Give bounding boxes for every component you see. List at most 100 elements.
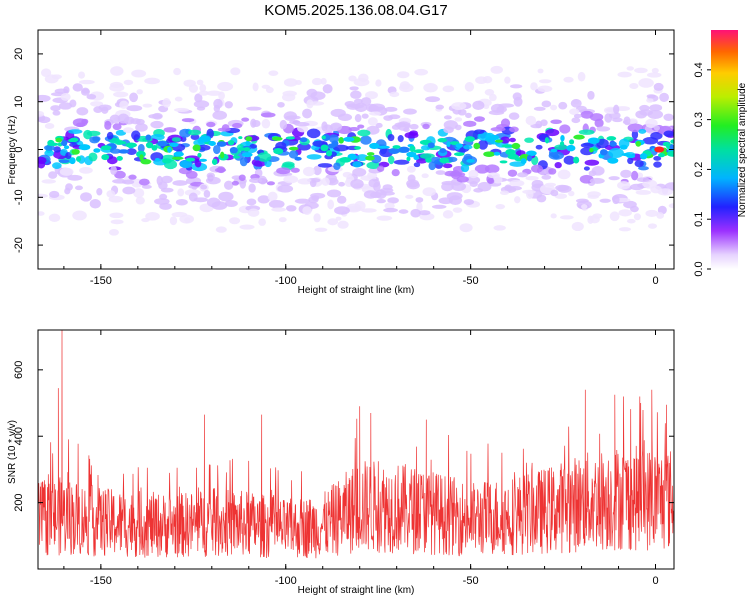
heatmap-cell xyxy=(100,145,112,151)
heatmap-cell xyxy=(587,137,600,144)
heatmap-cell xyxy=(375,79,382,87)
heatmap-cell xyxy=(505,148,516,156)
heatmap-cell xyxy=(589,177,605,184)
heatmap-cell xyxy=(573,156,580,164)
heatmap-cell xyxy=(110,66,124,76)
heatmap-cell xyxy=(78,144,91,151)
heatmap-cell xyxy=(425,96,441,103)
heatmap-cell xyxy=(670,139,674,144)
heatmap-cell xyxy=(43,144,56,151)
heatmap-cell xyxy=(623,116,631,126)
heatmap-cell xyxy=(245,136,253,142)
heatmap-cell xyxy=(267,191,278,202)
heatmap-cell xyxy=(638,128,647,134)
heatmap-cell xyxy=(645,209,659,217)
heatmap-cell xyxy=(612,117,623,123)
heatmap-cell xyxy=(439,157,450,164)
heatmap-cell xyxy=(126,148,137,156)
heatmap-cell xyxy=(212,110,228,120)
heatmap-cell xyxy=(454,117,463,122)
heatmap-cell xyxy=(489,93,497,102)
heatmap-cell xyxy=(361,113,369,119)
colorbar-tick-label: 0.3 xyxy=(693,112,705,127)
heatmap-cell xyxy=(193,100,210,108)
heatmap-cell xyxy=(67,174,83,181)
heatmap-cell xyxy=(559,124,571,134)
heatmap-cell xyxy=(384,106,398,112)
heatmap-cell xyxy=(115,140,127,145)
heatmap-cell xyxy=(38,160,46,169)
heatmap-cell xyxy=(525,150,537,156)
heatmap-cell xyxy=(612,195,620,205)
heatmap-cell xyxy=(360,135,372,145)
heatmap-cell xyxy=(163,127,177,133)
heatmap-cell xyxy=(285,205,297,212)
heatmap-cell xyxy=(273,148,284,155)
heatmap-cell xyxy=(368,178,381,188)
colorbar-tick-label: 0.4 xyxy=(693,62,705,77)
heatmap-cell xyxy=(344,101,356,107)
heatmap-cell xyxy=(509,137,516,143)
heatmap-cell xyxy=(71,148,80,155)
heatmap-cell xyxy=(638,166,649,171)
heatmap-cell xyxy=(54,88,69,94)
heatmap-cell xyxy=(126,105,143,112)
heatmap-cell xyxy=(108,229,119,236)
heatmap-cell xyxy=(238,174,246,181)
heatmap-cell xyxy=(38,94,51,102)
heatmap-cell xyxy=(321,135,326,140)
heatmap-cell xyxy=(265,86,274,94)
snr-xtick-label: -100 xyxy=(275,575,297,587)
heatmap-cell xyxy=(550,148,558,153)
heatmap-cell xyxy=(668,203,674,209)
heatmap-cell xyxy=(550,189,559,197)
heatmap-cell xyxy=(653,125,660,131)
heatmap-cell xyxy=(487,178,495,184)
heatmap-cell xyxy=(657,188,673,196)
heatmap-cell xyxy=(135,196,145,205)
heatmap-cell xyxy=(463,199,475,205)
heatmap-cell xyxy=(93,148,101,153)
heatmap-cell xyxy=(509,126,519,133)
heatmap-cell xyxy=(47,142,59,147)
heatmap-cell xyxy=(183,79,196,87)
heatmap-cell xyxy=(162,158,172,164)
heatmap-cell xyxy=(653,161,662,168)
heatmap-cell xyxy=(552,154,560,159)
heatmap-cell xyxy=(119,100,129,109)
heatmap-cell xyxy=(327,143,336,149)
heatmap-cell xyxy=(177,188,185,197)
heatmap-cell xyxy=(268,199,285,209)
heatmap-cell xyxy=(649,104,663,112)
heatmap-cell xyxy=(414,68,429,76)
heatmap-cell xyxy=(666,150,674,157)
heatmap-cell xyxy=(627,157,634,165)
heatmap-cell xyxy=(554,161,562,169)
heatmap-cell xyxy=(299,137,308,143)
heatmap-cell xyxy=(44,149,55,157)
heatmap-cell xyxy=(468,169,479,179)
heatmap-cell xyxy=(220,151,225,159)
heatmap-cell xyxy=(321,121,328,132)
heatmap-cell xyxy=(172,180,188,186)
heatmap-cell xyxy=(635,140,642,147)
snr-xtick-label: -150 xyxy=(90,575,112,587)
heatmap-cell xyxy=(398,209,409,214)
heatmap-cell xyxy=(383,207,398,213)
heatmap-cell xyxy=(295,80,302,85)
heatmap-cell xyxy=(571,117,581,124)
heatmap-cell xyxy=(211,158,218,165)
heatmap-cell xyxy=(203,189,211,198)
heatmap-cell xyxy=(451,102,467,111)
heatmap-cell xyxy=(370,191,382,199)
heatmap-cell xyxy=(118,149,130,154)
heatmap-cell xyxy=(541,174,552,180)
heatmap-cell xyxy=(413,155,420,161)
heatmap-cell xyxy=(367,117,378,126)
heatmap-cell xyxy=(427,142,435,149)
heatmap-cell xyxy=(369,103,386,111)
spectrogram-ytick-label: 0 xyxy=(13,146,25,152)
heatmap-cell xyxy=(41,179,57,184)
heatmap-cell xyxy=(198,90,209,96)
heatmap-cell xyxy=(554,193,568,199)
